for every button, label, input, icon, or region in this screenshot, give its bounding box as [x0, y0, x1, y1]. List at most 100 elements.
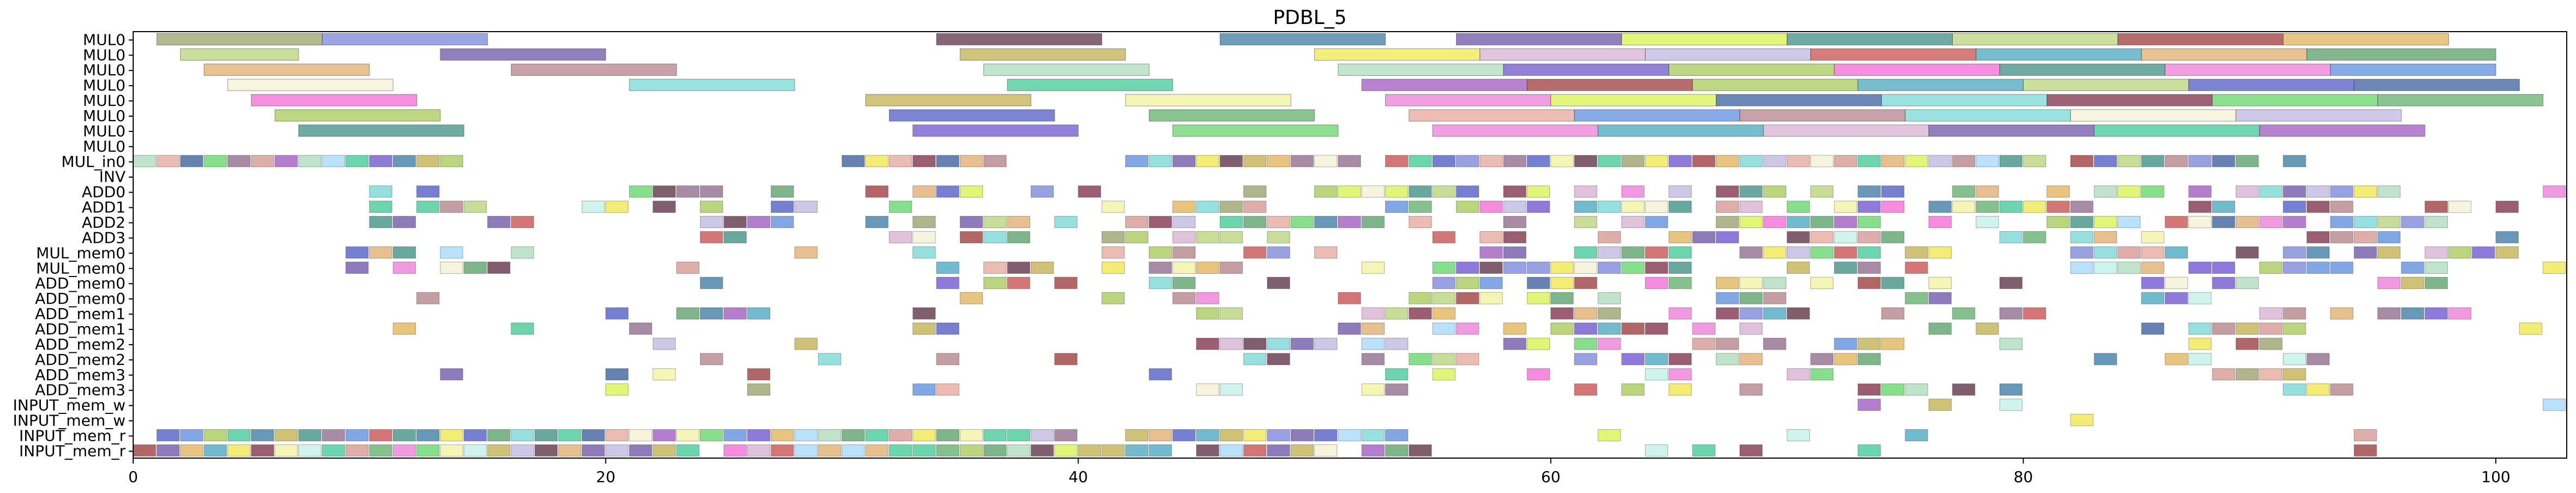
task-bar — [1361, 307, 1385, 320]
task-bar — [1172, 215, 1196, 229]
task-bar — [2283, 353, 2306, 365]
task-bar — [1763, 215, 1786, 229]
task-bar — [298, 444, 321, 457]
task-bar — [2070, 261, 2094, 274]
task-bar — [983, 261, 1007, 274]
task-bar — [2495, 246, 2519, 259]
x-tick-label: 20 — [596, 468, 616, 486]
task-bar — [842, 429, 865, 442]
task-bar — [1007, 231, 1030, 244]
task-bar — [1196, 155, 1219, 167]
task-bar — [1550, 155, 1574, 167]
task-bar — [1314, 185, 1338, 198]
task-bar — [2235, 368, 2259, 381]
task-bar — [1385, 429, 1409, 442]
task-bar — [534, 444, 558, 457]
task-bar — [771, 444, 794, 457]
row-label: ADD_mem2 — [35, 335, 126, 353]
task-bar — [275, 429, 298, 442]
row-label: INPUT_mem_r — [19, 427, 126, 445]
task-bar — [1645, 444, 1668, 457]
task-bar — [629, 79, 795, 91]
task-bar — [2117, 215, 2141, 229]
task-bar — [1834, 261, 1857, 274]
task-bar — [1621, 33, 1787, 46]
task-bar — [1456, 276, 1480, 289]
task-bar — [652, 444, 676, 457]
task-bar — [534, 429, 558, 442]
task-bar — [582, 201, 605, 213]
task-bar — [1857, 185, 1881, 198]
task-bar — [1196, 261, 1219, 274]
task-bar — [2047, 94, 2213, 106]
task-bar — [1290, 215, 1314, 229]
task-bar — [1881, 94, 2048, 106]
task-bar — [1243, 338, 1267, 350]
task-bar — [1999, 155, 2023, 167]
task-bar — [2424, 215, 2448, 229]
task-bar — [2283, 246, 2306, 259]
task-bar — [1668, 383, 1692, 396]
task-bar — [1668, 261, 1692, 274]
task-bar — [1597, 322, 1621, 335]
row-label: MUL0 — [83, 46, 126, 64]
task-bar — [1550, 94, 1717, 106]
task-bar — [1219, 383, 1243, 396]
task-bar — [2188, 185, 2212, 198]
task-bar — [1928, 399, 1952, 411]
task-bar — [1219, 444, 1243, 457]
task-bar — [1739, 292, 1763, 304]
task-bar — [1526, 292, 1550, 304]
x-tick-label: 80 — [2013, 468, 2033, 486]
task-bar — [440, 261, 463, 274]
task-bar — [913, 322, 936, 335]
task-bar — [1361, 444, 1385, 457]
task-bar — [416, 429, 440, 442]
task-bar — [700, 201, 723, 213]
task-bar — [676, 185, 700, 198]
task-bar — [1834, 231, 1857, 244]
task-bar — [1267, 338, 1290, 350]
task-bar — [983, 444, 1007, 457]
task-bar — [818, 353, 842, 365]
task-bar — [1243, 185, 1267, 198]
row-label: ADD2 — [82, 214, 126, 232]
task-bar — [1125, 94, 1291, 106]
task-bar — [1574, 383, 1597, 396]
task-bar — [1716, 338, 1739, 350]
task-bar — [913, 185, 936, 198]
task-bar — [2424, 201, 2448, 213]
task-bar — [1574, 215, 1597, 229]
task-bar — [1597, 124, 1764, 137]
task-bar — [2353, 79, 2520, 91]
task-bar — [416, 155, 440, 167]
task-bar — [1621, 246, 1645, 259]
task-bar — [1999, 231, 2023, 244]
task-bar — [1976, 201, 1999, 213]
task-bar — [1314, 429, 1338, 442]
task-bar — [321, 33, 488, 46]
task-bar — [251, 94, 417, 106]
task-bar — [345, 429, 369, 442]
task-bar — [1857, 338, 1881, 350]
task-bar — [275, 109, 441, 122]
task-bar — [1834, 215, 1857, 229]
task-bar — [1219, 33, 1386, 46]
task-bar — [2235, 215, 2259, 229]
task-bar — [2306, 246, 2330, 259]
plot-frame — [133, 31, 2567, 459]
task-bar — [2330, 201, 2353, 213]
task-bar — [1716, 215, 1739, 229]
task-bar — [1385, 155, 1409, 167]
task-bar — [416, 292, 440, 304]
task-bar — [227, 429, 251, 442]
task-bar — [1149, 444, 1172, 457]
task-bar — [1267, 444, 1290, 457]
task-bar — [2283, 215, 2306, 229]
task-bar — [2353, 185, 2377, 198]
task-bar — [1621, 353, 1645, 365]
task-bar — [2283, 307, 2306, 320]
chart-title: PDBL_5 — [1273, 7, 1346, 29]
task-bar — [1101, 261, 1125, 274]
task-bar — [1810, 353, 1834, 365]
